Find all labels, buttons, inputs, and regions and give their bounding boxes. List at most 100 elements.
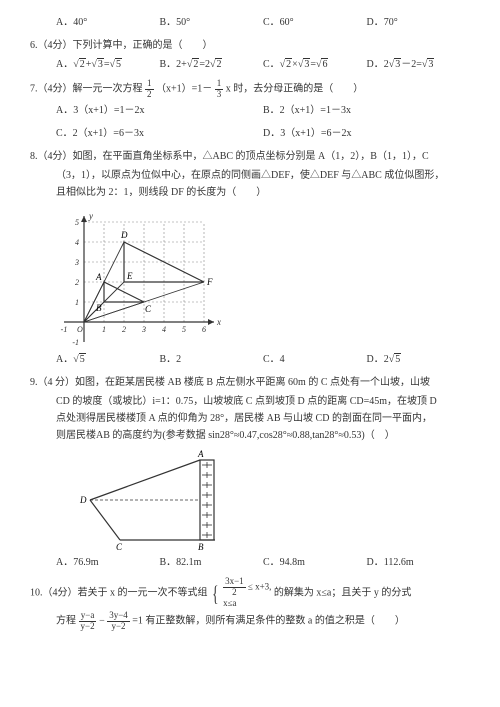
svg-text:1: 1 <box>102 325 106 334</box>
t: 的解集为 x≤a；且关于 y 的分式 <box>274 587 411 598</box>
r: 5 <box>394 353 401 365</box>
q8-line3: 且相似比为 2：1，则线段 DF 的长度为（ ） <box>30 184 470 201</box>
svg-text:B: B <box>198 542 204 550</box>
r: 2 <box>79 58 86 70</box>
q8-line1: 8.（4分）如图，在平面直角坐标系中，△ABC 的顶点坐标分别是 A（1，2），… <box>30 148 470 165</box>
q9-figure: ABCD <box>30 450 470 550</box>
q6-opt-d: D．23－2=3 <box>367 56 471 73</box>
r: 5 <box>79 353 86 365</box>
ineq1: 3x−12 ≤ x+3, <box>223 577 271 598</box>
d: 3 <box>215 90 224 100</box>
t: 10.（4分）若关于 x 的一元一次不等式组 <box>30 587 208 598</box>
q6-opt-b: B．2+2=22 <box>160 56 264 73</box>
q7-opt-a: A．3（x+1）=1－2x <box>56 102 263 119</box>
q5-options: A．40° B．50° C．60° D．70° <box>30 14 470 31</box>
q9-opt-c: C．94.8m <box>263 554 367 571</box>
svg-text:C: C <box>116 542 123 550</box>
t: ≤ x+3, <box>248 581 272 591</box>
inequality-system: 3x−12 ≤ x+3, x≤a <box>223 577 271 609</box>
t: − <box>99 616 107 627</box>
r: 3 <box>394 58 401 70</box>
svg-text:5: 5 <box>182 325 186 334</box>
t: A． <box>56 354 73 365</box>
svg-text:x: x <box>216 317 221 327</box>
q6-options: A．2+3=5 B．2+2=22 C．2×3=6 D．23－2=3 <box>30 56 470 73</box>
t: 方程 <box>56 616 76 627</box>
q9-options: A．76.9m B．82.1m C．94.8m D．112.6m <box>30 554 470 571</box>
svg-text:6: 6 <box>202 325 206 334</box>
r: 2 <box>285 58 292 70</box>
svg-text:5: 5 <box>75 218 79 227</box>
q6-opt-a: A．2+3=5 <box>56 56 160 73</box>
q6-opt-c: C．2×3=6 <box>263 56 367 73</box>
svg-text:C: C <box>145 304 152 314</box>
q5-opt-b: B．50° <box>160 14 264 31</box>
coordinate-chart: -1123456-112345OxyABCDEF <box>56 207 226 347</box>
t: －2= <box>401 59 422 70</box>
q7-opt-d: D．3（x+1）=6－2x <box>263 125 470 142</box>
slope-diagram: ABCD <box>70 450 250 550</box>
t: =2 <box>199 59 210 70</box>
q10-line1: 10.（4分）若关于 x 的一元一次不等式组 { 3x−12 ≤ x+3, x≤… <box>30 577 470 609</box>
svg-text:-1: -1 <box>72 338 79 347</box>
q7-options-1: A．3（x+1）=1－2x B．2（x+1）=1－3x <box>30 102 470 119</box>
d: 2 <box>230 588 239 598</box>
t: D．2 <box>367 354 389 365</box>
q7-opt-b: B．2（x+1）=1－3x <box>263 102 470 119</box>
q8-opt-b: B．2 <box>160 351 264 368</box>
svg-text:2: 2 <box>122 325 126 334</box>
brace-icon: { <box>212 588 218 599</box>
svg-text:E: E <box>126 271 133 281</box>
r: 3 <box>427 58 434 70</box>
t: 7.（4分）解一元一次方程 <box>30 84 143 95</box>
svg-text:B: B <box>96 303 102 313</box>
t: A． <box>56 59 73 70</box>
svg-text:4: 4 <box>162 325 166 334</box>
r: 6 <box>321 58 328 70</box>
t: （x+1）=1－ <box>156 84 212 95</box>
q9-line2: CD 的坡度（或坡比）i=1：0.75，山坡坡底 C 点到坡顶 D 点的距离 C… <box>30 393 470 410</box>
svg-text:4: 4 <box>75 238 79 247</box>
svg-text:O: O <box>77 325 83 334</box>
q7-options-2: C．2（x+1）=6－3x D．3（x+1）=6－2x <box>30 125 470 142</box>
q8-line2: （3，1），以原点为位似中心，在原点的同侧画△DEF，使△DEF 与△ABC 成… <box>30 167 470 184</box>
t: C． <box>263 59 280 70</box>
q10-line2: 方程 y−ay−2 − 3y−4y−2 =1 有正整数解，则所有满足条件的整数 … <box>30 611 470 632</box>
t: B．2+ <box>160 59 187 70</box>
t: D．2 <box>367 59 389 70</box>
t: =1 有正整数解，则所有满足条件的整数 a 的值之积是（ ） <box>132 616 405 627</box>
q9-line4: 则居民楼AB 的高度约为(参考数据 sin28°≈0.47,cos28°≈0.8… <box>30 427 470 444</box>
q8-opt-d: D．2 5 <box>367 351 471 368</box>
q5-opt-a: A．40° <box>56 14 160 31</box>
svg-text:-1: -1 <box>61 325 68 334</box>
q9-opt-a: A．76.9m <box>56 554 160 571</box>
svg-text:y: y <box>88 211 93 221</box>
svg-text:A: A <box>197 450 204 459</box>
q6-stem: 6.（4分）下列计算中，正确的是（ ） <box>30 37 470 54</box>
svg-text:A: A <box>95 272 102 282</box>
q9-line1: 9.（4 分）如图，在距某居民楼 AB 楼底 B 点左侧水平距离 60m 的 C… <box>30 374 470 391</box>
frac: 12 <box>145 79 154 100</box>
frac: 13 <box>215 79 224 100</box>
d: y−2 <box>79 622 97 632</box>
d: 2 <box>145 90 154 100</box>
q7-stem: 7.（4分）解一元一次方程 12 （x+1）=1－ 13 x 时，去分母正确的是… <box>30 79 470 100</box>
svg-text:D: D <box>120 230 128 240</box>
ineq2: x≤a <box>223 598 271 610</box>
svg-text:2: 2 <box>75 278 79 287</box>
q9-opt-b: B．82.1m <box>160 554 264 571</box>
q8-options: A． 5 B．2 C．4 D．2 5 <box>30 351 470 368</box>
r: 3 <box>97 58 104 70</box>
r: 2 <box>215 58 222 70</box>
svg-text:3: 3 <box>74 258 79 267</box>
q9-line3: 点处测得居民楼楼顶 A 点的仰角为 28°，居民楼 AB 与山坡 CD 的剖面在… <box>30 410 470 427</box>
q5-opt-d: D．70° <box>367 14 471 31</box>
q5-opt-c: C．60° <box>263 14 367 31</box>
r: 5 <box>115 58 122 70</box>
q8-opt-a: A． 5 <box>56 351 160 368</box>
q7-opt-c: C．2（x+1）=6－3x <box>56 125 263 142</box>
r: 3 <box>303 58 310 70</box>
d: y−2 <box>109 622 127 632</box>
svg-text:F: F <box>206 277 213 287</box>
q8-opt-c: C．4 <box>263 351 367 368</box>
